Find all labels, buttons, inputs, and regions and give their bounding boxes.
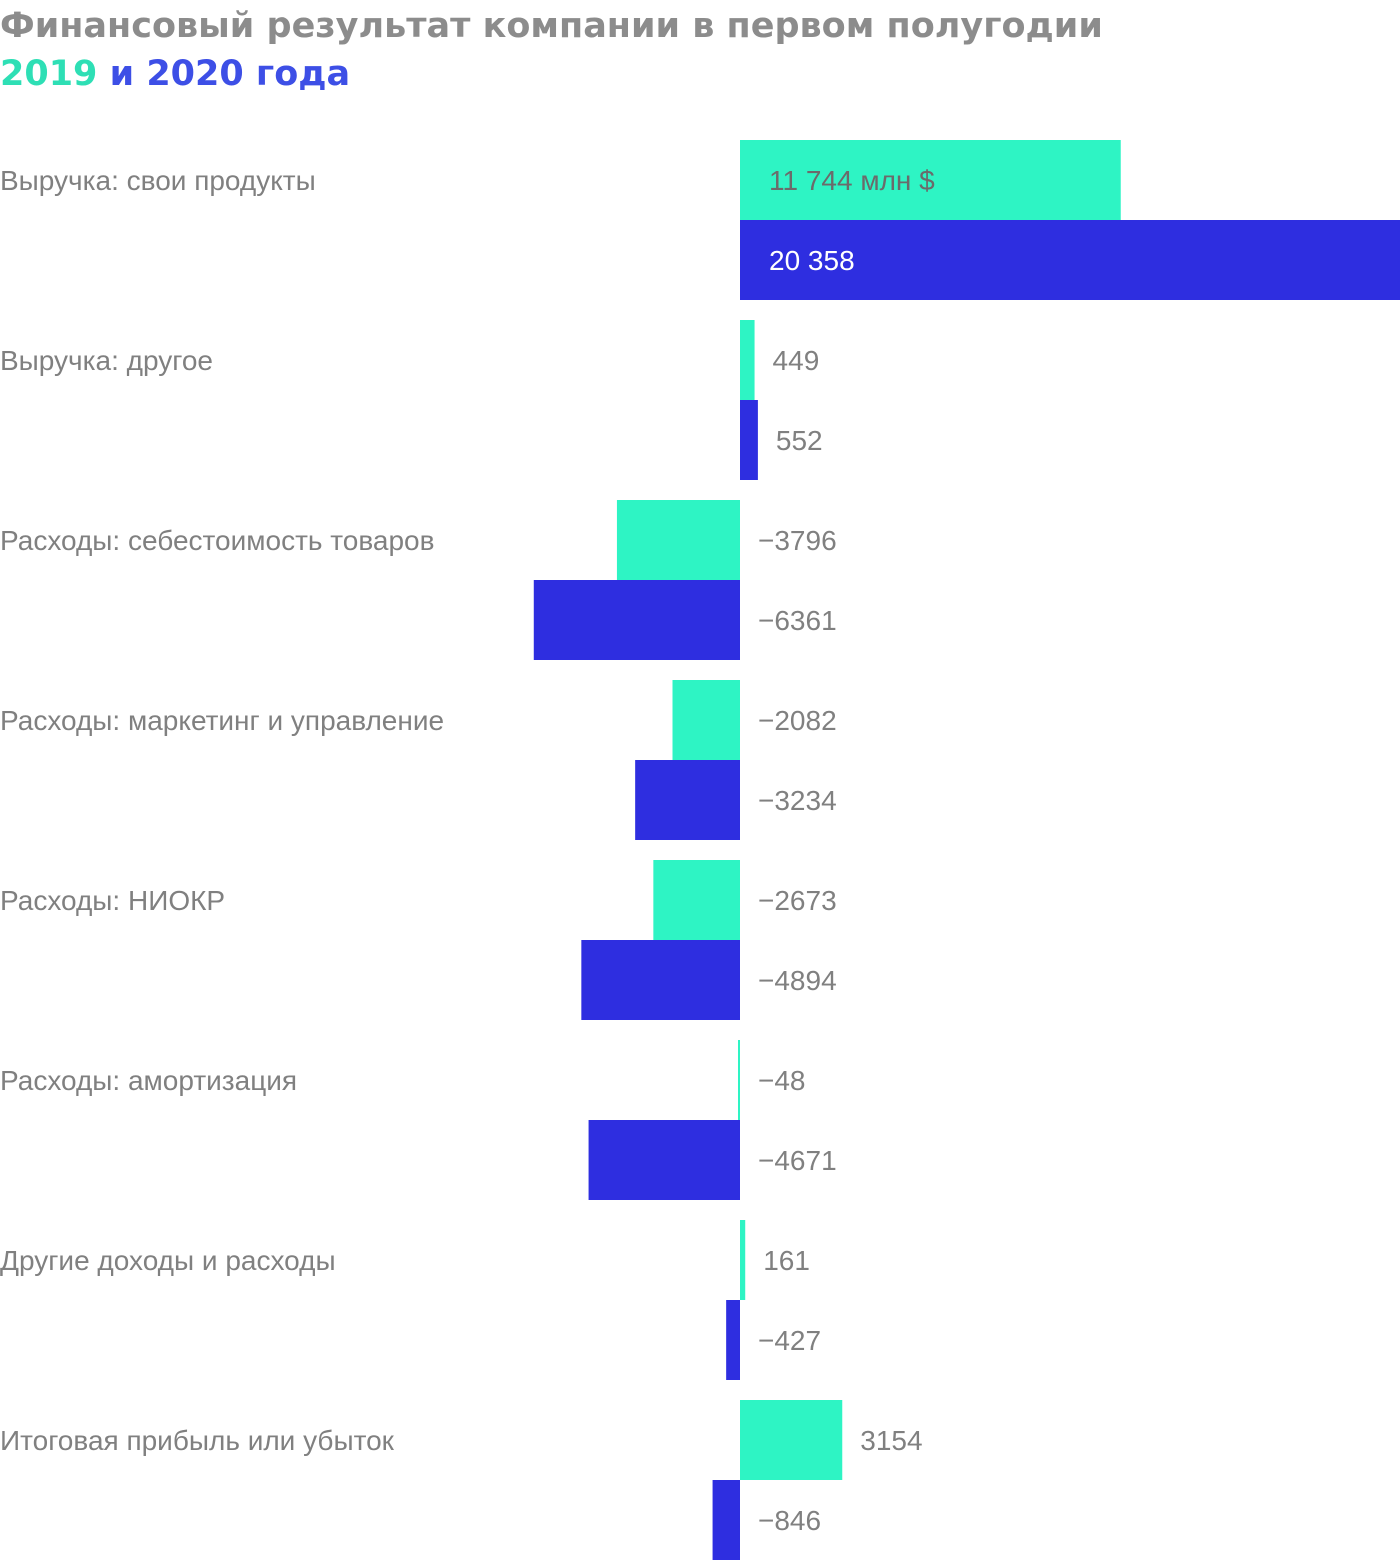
subtitle-conjunction: и [97, 54, 147, 94]
data-label-2019: 449 [773, 345, 820, 376]
bar-2020 [712, 1480, 740, 1560]
data-label-2019: −3796 [758, 525, 837, 556]
bar-2020 [726, 1300, 740, 1380]
bar-2019 [672, 680, 740, 760]
category-label: Итоговая прибыль или убыток [0, 1425, 395, 1456]
category-label: Расходы: маркетинг и управление [0, 705, 444, 736]
data-label-2020: −4671 [758, 1145, 837, 1176]
data-label-2019: 161 [763, 1245, 810, 1276]
category-label: Расходы: амортизация [0, 1065, 297, 1096]
subtitle-year-2019: 2019 [0, 54, 98, 94]
category-label: Выручка: другое [0, 345, 213, 376]
category-label: Расходы: НИОКР [0, 885, 225, 916]
bar-2019 [740, 140, 1121, 220]
data-label-2019: 3154 [860, 1425, 922, 1456]
data-label-2020: −3234 [758, 785, 837, 816]
bar-2020 [588, 1120, 740, 1200]
bar-2019 [616, 500, 740, 580]
data-label-2020: −6361 [758, 605, 837, 636]
data-label-2020: −427 [758, 1325, 821, 1356]
chart-title: Финансовый результат компании в первом п… [0, 6, 1103, 46]
category-label: Расходы: себестоимость товаров [0, 525, 435, 556]
bar-2019 [740, 320, 755, 400]
subtitle-year-2020: 2020 года [146, 54, 351, 94]
data-label-2019: 11 744 млн $ [769, 165, 935, 196]
data-label-2020: −4894 [758, 965, 837, 996]
category-label: Выручка: свои продукты [0, 165, 316, 196]
data-label-2020: 20 358 [769, 245, 855, 276]
data-label-2020: 552 [776, 425, 823, 456]
bar-2019 [740, 1400, 843, 1480]
data-label-2019: −48 [758, 1065, 806, 1096]
bar-2020 [740, 220, 1400, 300]
bar-2019 [740, 1220, 746, 1300]
bar-2019 [653, 860, 740, 940]
bar-2020 [635, 760, 740, 840]
data-label-2020: −846 [758, 1505, 821, 1536]
data-label-2019: −2082 [758, 705, 837, 736]
category-label: Другие доходы и расходы [0, 1245, 336, 1276]
data-label-2019: −2673 [758, 885, 837, 916]
bar-2020 [533, 580, 740, 660]
bar-2020 [581, 940, 740, 1020]
chart-subtitle: 2019 и 2020 года [0, 50, 350, 98]
bar-2019 [738, 1040, 740, 1120]
bar-2020 [740, 400, 758, 480]
